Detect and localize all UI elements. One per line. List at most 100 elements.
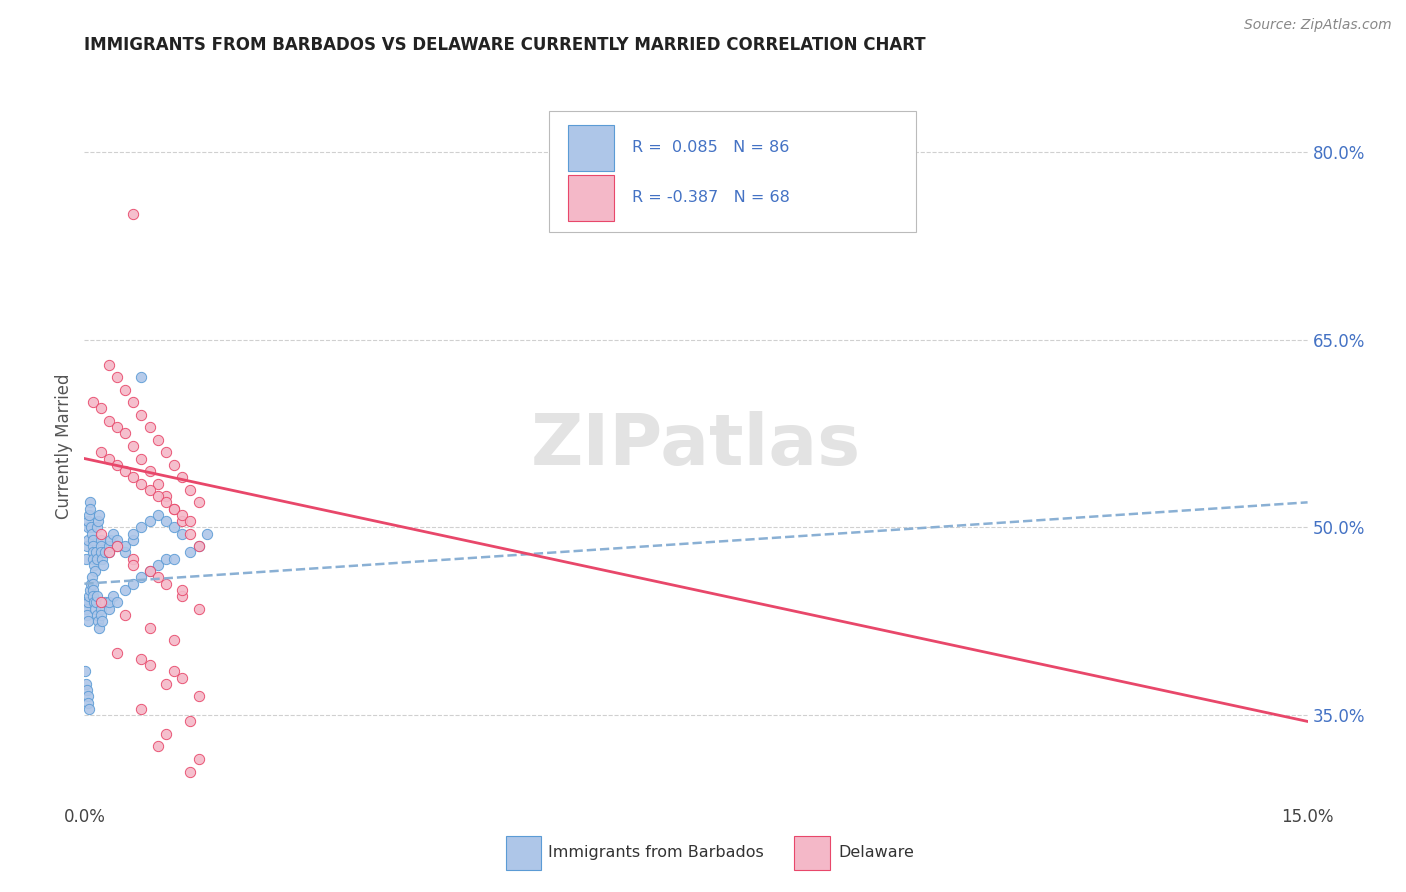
Text: ZIPatlas: ZIPatlas [531,411,860,481]
Point [76,539,98,553]
Point [101,526,124,541]
Point [114,582,136,597]
Point [155,489,177,503]
Point [114,383,136,397]
Point [76,533,98,547]
Point [131,570,153,584]
Point [93,545,117,559]
Point [76,614,98,628]
Point [79,495,101,509]
Point [93,595,117,609]
Point [122,470,145,484]
Point [77,696,100,710]
Point [86,607,108,622]
Point [172,589,194,603]
Point [80,570,103,584]
Point [83,595,105,609]
Point [131,476,153,491]
Point [76,683,98,698]
Point [97,414,120,428]
Point [146,570,169,584]
Point [90,545,112,559]
Point [87,508,110,522]
Point [114,426,136,441]
Point [90,526,112,541]
Point [138,514,160,528]
Point [155,727,177,741]
Point [138,483,160,497]
Point [83,558,105,572]
Point [97,595,120,609]
Point [77,595,100,609]
Point [101,589,124,603]
Point [79,582,101,597]
Point [172,470,194,484]
Point [91,551,114,566]
Point [163,458,186,472]
Point [163,501,186,516]
Point [172,671,194,685]
Point [105,595,128,609]
Point [187,690,209,704]
Text: R = -0.387   N = 68: R = -0.387 N = 68 [633,190,790,205]
Point [122,576,145,591]
Text: Immigrants from Barbados: Immigrants from Barbados [548,846,763,860]
Point [76,690,98,704]
Point [155,551,177,566]
Point [75,551,97,566]
Point [131,520,153,534]
Point [87,621,110,635]
Point [84,545,107,559]
Point [146,739,169,754]
Point [138,621,160,635]
Point [97,601,120,615]
Point [114,545,136,559]
Point [82,545,104,559]
Point [138,464,160,478]
Point [87,614,110,628]
Point [79,501,101,516]
Point [84,595,107,609]
Point [172,582,194,597]
Point [90,401,112,416]
Point [146,558,169,572]
Point [105,533,128,547]
Point [155,445,177,459]
Point [82,395,104,409]
Point [155,677,177,691]
Point [163,551,186,566]
Point [163,520,186,534]
Text: Delaware: Delaware [838,846,914,860]
Point [146,508,169,522]
Point [90,445,112,459]
Point [82,533,104,547]
FancyBboxPatch shape [550,111,917,232]
Point [114,539,136,553]
Point [187,495,209,509]
Point [122,533,145,547]
Point [122,526,145,541]
Point [82,551,104,566]
Point [90,539,112,553]
Point [76,607,98,622]
Point [122,207,145,221]
Point [105,539,128,553]
Point [131,702,153,716]
Point [179,483,201,497]
Point [105,646,128,660]
Point [155,576,177,591]
Point [114,464,136,478]
Point [86,520,108,534]
Point [179,526,201,541]
Point [155,514,177,528]
Point [172,526,194,541]
Point [86,589,108,603]
Point [75,677,97,691]
Point [90,533,112,547]
Point [187,752,209,766]
Point [187,539,209,553]
Text: IMMIGRANTS FROM BARBADOS VS DELAWARE CURRENTLY MARRIED CORRELATION CHART: IMMIGRANTS FROM BARBADOS VS DELAWARE CUR… [84,36,927,54]
Y-axis label: Currently Married: Currently Married [55,373,73,519]
Point [105,420,128,434]
Point [122,558,145,572]
